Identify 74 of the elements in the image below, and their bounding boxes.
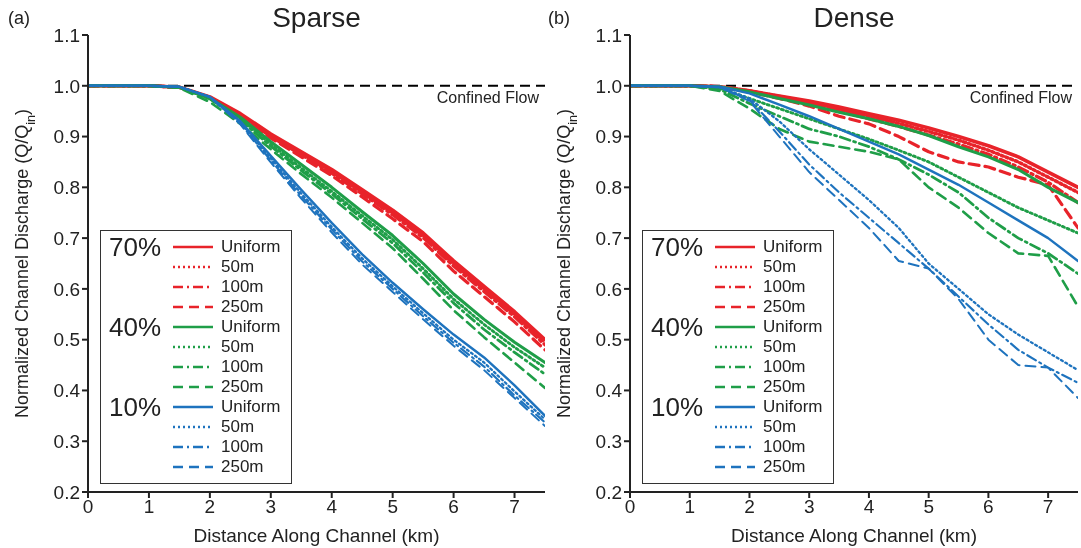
y-tick-label: 0.2	[595, 481, 622, 503]
y-tick-label: 1.0	[53, 75, 80, 97]
legend-label: 250m	[221, 457, 264, 477]
x-axis-title: Distance Along Channel (km)	[730, 525, 978, 546]
legend-label: 100m	[763, 277, 806, 297]
x-tick-label: 3	[265, 496, 277, 518]
legend-label: Uniform	[763, 317, 823, 337]
legend-label: 250m	[221, 297, 264, 317]
y-tick-label: 1.1	[595, 24, 622, 46]
legend-label: Uniform	[221, 317, 281, 337]
x-tick-label: 5	[387, 496, 398, 518]
annotation: 40%	[651, 312, 705, 342]
y-tick-label: 0.3	[595, 430, 622, 452]
legend-label: 50m	[221, 257, 255, 277]
legend-label: 250m	[763, 377, 806, 397]
x-tick-label: 0	[82, 496, 94, 518]
legend-label: 50m	[763, 257, 797, 277]
y-tick-label: 0.8	[53, 177, 80, 199]
annotation: 70%	[651, 232, 705, 262]
y-tick-label: 1.1	[53, 24, 80, 46]
x-tick-label: 6	[983, 496, 994, 518]
y-tick-label: 0.5	[595, 329, 622, 351]
y-tick-label: 0.6	[595, 278, 622, 300]
x-tick-label: 0	[624, 496, 636, 518]
y-tick-label: 1.0	[595, 75, 622, 97]
legend-label: 100m	[763, 437, 806, 457]
legend-label: 250m	[221, 377, 264, 397]
x-tick-label: 3	[803, 496, 815, 518]
x-tick-label: 7	[1042, 496, 1054, 518]
legend-label: 250m	[763, 297, 806, 317]
x-tick-label: 1	[143, 496, 155, 518]
legend-label: 250m	[763, 457, 806, 477]
y-tick-label: 0.2	[53, 481, 80, 503]
y-tick-label: 0.4	[595, 380, 623, 402]
y-tick-label: 0.3	[53, 430, 80, 452]
annotation: 10%	[109, 392, 163, 422]
y-tick-label: 0.4	[53, 380, 81, 402]
legend-label: 50m	[763, 417, 797, 437]
chart-title: Dense	[812, 2, 896, 34]
y-tick-label: 0.9	[53, 126, 80, 148]
x-tick-label: 2	[744, 496, 755, 518]
x-tick-label: 4	[863, 496, 875, 518]
x-tick-label: 2	[204, 496, 216, 518]
y-tick-label: 0.6	[53, 278, 80, 300]
x-tick-label: 7	[509, 496, 520, 518]
legend-label: Uniform	[221, 237, 281, 257]
ref-line-label: Confined Flow	[969, 89, 1073, 107]
x-tick-label: 5	[923, 496, 934, 518]
y-tick-label: 0.9	[595, 126, 622, 148]
legend-label: 100m	[221, 357, 264, 377]
legend-label: 50m	[221, 417, 255, 437]
legend-label: 100m	[221, 277, 264, 297]
text: (a)	[8, 8, 30, 29]
y-tick-label: 0.7	[53, 227, 80, 249]
legend-label: 100m	[763, 357, 806, 377]
legend-label: Uniform	[221, 397, 281, 417]
legend-label: 50m	[763, 337, 797, 357]
x-tick-label: 6	[448, 496, 459, 518]
text: (b)	[548, 8, 570, 29]
x-tick-label: 4	[326, 496, 338, 518]
legend-label: 100m	[221, 437, 264, 457]
annotation: 40%	[109, 312, 163, 342]
chart-title: Sparse	[271, 2, 362, 34]
x-axis-title: Distance Along Channel (km)	[193, 525, 440, 546]
x-tick-label: 1	[684, 496, 696, 518]
legend-label: Uniform	[763, 237, 823, 257]
legend-label: Uniform	[763, 397, 823, 417]
y-tick-label: 0.5	[53, 329, 80, 351]
legend-label: 50m	[221, 337, 255, 357]
y-tick-label: 0.8	[595, 177, 622, 199]
annotation: 70%	[109, 232, 163, 262]
ref-line-label: Confined Flow	[436, 89, 540, 107]
y-tick-label: 0.7	[595, 227, 622, 249]
annotation: 10%	[651, 392, 705, 422]
